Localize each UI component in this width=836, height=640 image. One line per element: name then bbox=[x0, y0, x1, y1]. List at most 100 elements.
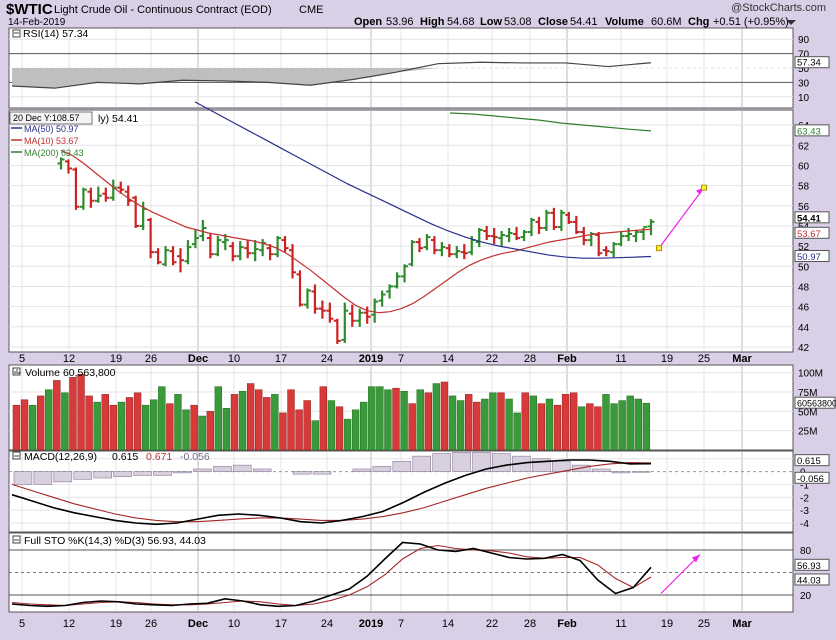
price-value-box bbox=[794, 226, 830, 239]
open-value: 53.96 bbox=[386, 16, 414, 28]
rsi-tick-label: 50 bbox=[798, 64, 810, 75]
close-value: 54.41 bbox=[570, 16, 598, 28]
volume-bar bbox=[101, 394, 109, 451]
x-tick-label: 5 bbox=[19, 618, 25, 630]
macd-histogram-bar bbox=[233, 464, 252, 472]
ohlc-bar bbox=[393, 272, 401, 289]
ohlc-bar bbox=[625, 227, 633, 242]
rsi-value-box bbox=[794, 56, 830, 69]
ohlc-bar bbox=[378, 290, 386, 307]
price-value-badge: 54.41 bbox=[794, 211, 830, 224]
ohlc-bar bbox=[490, 227, 498, 245]
price-partial-legend: ly) 54.41 bbox=[98, 113, 138, 125]
sto-annotation-arrow-head bbox=[692, 554, 700, 563]
ma200-legend-text: MA(200) 63.43 bbox=[24, 148, 84, 158]
sto-k-line bbox=[11, 541, 652, 608]
ohlc-bar bbox=[221, 234, 229, 251]
sto-legend: Full STO %K(14,3) %D(3) 56.93, 44.03 bbox=[12, 535, 206, 547]
ohlc-bar bbox=[363, 306, 371, 324]
macd-histogram-bar bbox=[392, 460, 412, 472]
x-tick-label: 2019 bbox=[359, 618, 383, 630]
ohlc-bar bbox=[453, 246, 461, 259]
volume-bar bbox=[158, 386, 166, 451]
x-tick-label: 22 bbox=[486, 618, 498, 630]
x-tick-label: 17 bbox=[275, 353, 287, 365]
ohlc-bar bbox=[162, 246, 170, 267]
volume-label: Volume bbox=[605, 16, 644, 28]
x-tick-label: 19 bbox=[110, 353, 122, 365]
x-tick-label: 7 bbox=[398, 618, 404, 630]
sto-tick-label: 80 bbox=[800, 546, 812, 557]
ohlc-bar bbox=[513, 226, 521, 241]
ohlc-bar bbox=[251, 240, 259, 262]
ohlc-bar bbox=[57, 157, 65, 170]
volume-bar bbox=[545, 398, 554, 451]
annotation-point-start bbox=[656, 245, 662, 252]
volume-bar bbox=[537, 403, 546, 451]
volume-bar bbox=[214, 386, 223, 451]
x-tick-label: 10 bbox=[228, 618, 240, 630]
ohlc-bar bbox=[550, 207, 558, 230]
price-value-label: 54.41 bbox=[797, 213, 821, 224]
ohlc-bar bbox=[386, 284, 394, 299]
sto-value-label: 56.93 bbox=[797, 561, 821, 572]
price-tick-label: 56 bbox=[798, 202, 810, 213]
rsi-value-badge: 57.34 bbox=[794, 56, 830, 69]
volume-bar bbox=[238, 391, 247, 451]
ohlc-bar bbox=[572, 215, 580, 235]
ohlc-bar bbox=[281, 236, 289, 253]
ohlc-bar bbox=[303, 288, 311, 309]
volume-tick-label: 100M bbox=[798, 369, 823, 380]
volume-bar bbox=[561, 394, 570, 451]
volume-bar bbox=[448, 395, 457, 451]
macd-histogram-bar bbox=[153, 471, 172, 476]
ohlc-bar bbox=[236, 241, 244, 261]
macd-value-label: 0.615 bbox=[797, 456, 821, 467]
price-value-label: 63.43 bbox=[797, 126, 821, 137]
volume-bar bbox=[343, 418, 352, 451]
x-tick-label: 19 bbox=[661, 353, 673, 365]
x-tick-label: Mar bbox=[732, 618, 752, 630]
ohlc-bar bbox=[505, 227, 513, 243]
ohlc-bar bbox=[147, 217, 155, 259]
ohlc-bar bbox=[87, 187, 95, 208]
ohlc-bar bbox=[438, 242, 446, 257]
sto-value-box bbox=[794, 573, 830, 586]
volume-bar bbox=[376, 386, 384, 451]
settings-icon[interactable] bbox=[786, 20, 796, 25]
date-label: 14-Feb-2019 bbox=[8, 17, 66, 28]
ohlc-bar bbox=[520, 229, 528, 242]
x-tick-label: 22 bbox=[486, 353, 498, 365]
macd-value-label: -0.056 bbox=[797, 474, 824, 485]
ohlc-bar bbox=[542, 209, 550, 231]
price-value-box bbox=[794, 211, 830, 224]
volume-bar bbox=[150, 399, 158, 451]
macd-histogram-bar bbox=[611, 471, 631, 474]
price-value-box bbox=[794, 250, 830, 263]
volume-value-label: 60563800 bbox=[797, 399, 836, 409]
x-tick-label: 7 bbox=[398, 353, 404, 365]
volume-bar bbox=[521, 392, 529, 451]
volume-bar bbox=[602, 394, 610, 451]
macd-histogram-bar bbox=[33, 471, 53, 485]
x-tick-label: Dec bbox=[188, 618, 208, 630]
ohlc-bar bbox=[79, 187, 87, 210]
price-value-label: 53.67 bbox=[797, 229, 821, 240]
ma10-legend-text: MA(10) 53.67 bbox=[24, 136, 79, 146]
price-tick-label: 48 bbox=[798, 282, 810, 293]
ohlc-bar bbox=[595, 232, 603, 257]
macd-histogram-bar bbox=[412, 455, 431, 472]
volume-bar bbox=[489, 392, 497, 451]
x-tick-label: Mar bbox=[732, 353, 752, 365]
price-tick-label: 46 bbox=[798, 303, 810, 314]
ohlc-bar bbox=[341, 302, 349, 343]
price-value-label: 50.97 bbox=[797, 252, 821, 263]
macd-signal-line bbox=[11, 462, 652, 523]
ohlc-bar bbox=[94, 186, 102, 203]
sto-value-badge: 56.93 bbox=[794, 558, 830, 572]
volume-bar bbox=[513, 412, 521, 451]
macd-histogram-bar bbox=[193, 468, 212, 472]
ohlc-bar bbox=[214, 236, 222, 257]
macd-legend-signal: 0.671 bbox=[146, 451, 172, 463]
